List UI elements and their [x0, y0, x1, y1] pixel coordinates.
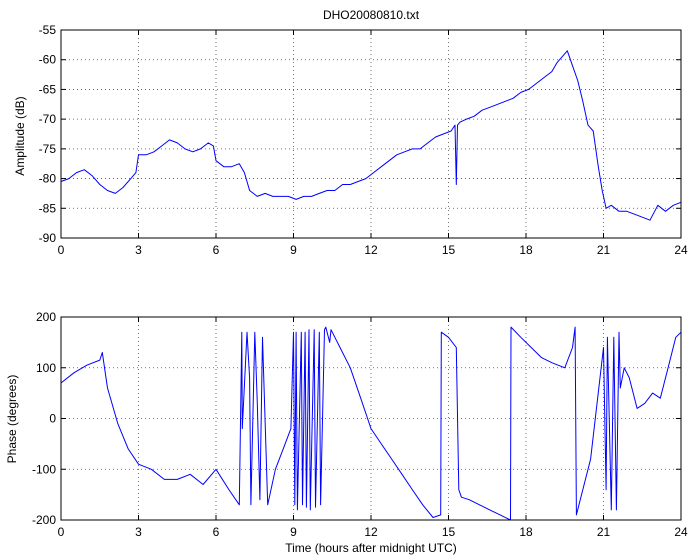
amplitude-axes-frame: [60, 29, 682, 239]
amplitude-x-tick-label: 24: [674, 243, 688, 257]
phase-x-tick-label: 18: [519, 525, 533, 539]
phase-y-tick-label: 100: [36, 361, 56, 375]
amplitude-series-line: [60, 50, 682, 221]
phase-x-tick-label: 6: [213, 525, 220, 539]
amplitude-x-tick-label: 3: [135, 243, 142, 257]
phase-grid: [61, 317, 681, 520]
phase-axes: 0 3 6 9 12 15 18 21 24 -200 -100 0 100 200 Phase (deg…: [5, 310, 688, 555]
chart-title: DHO20080810.txt: [323, 8, 420, 22]
amplitude-x-tick-label: 15: [442, 243, 456, 257]
amplitude-x-tick-label: 9: [290, 243, 297, 257]
phase-x-tick-label: 12: [364, 525, 378, 539]
phase-x-tick-label: 0: [58, 525, 65, 539]
phase-x-tick-label: 15: [442, 525, 456, 539]
amplitude-y-tick-label: -75: [39, 142, 57, 156]
amplitude-x-tick-label: 18: [519, 243, 533, 257]
amplitude-y-tick-label: -80: [39, 172, 57, 186]
phase-x-tick-label: 21: [597, 525, 611, 539]
phase-x-tick-label: 24: [674, 525, 688, 539]
amplitude-x-tick-label: 12: [364, 243, 378, 257]
phase-y-tick-label: 200: [36, 310, 56, 324]
phase-y-tick-label: 0: [49, 412, 56, 426]
amplitude-y-axis-label: Amplitude (dB): [13, 96, 27, 175]
phase-axes-frame: [60, 316, 682, 521]
amplitude-y-tick-label: -55: [39, 23, 57, 37]
amplitude-y-tick-label: -70: [39, 112, 57, 126]
phase-ticks: 0 3 6 9 12 15 18 21 24 -200 -100 0 100 200: [32, 310, 688, 539]
phase-x-tick-label: 9: [290, 525, 297, 539]
amplitude-axes: DHO20080810.txt 0 3 6 9 12 15 18 21 24 -90 -85 -80 -…: [13, 8, 688, 257]
amplitude-y-tick-label: -90: [39, 231, 57, 245]
amplitude-ticks: 0 3 6 9 12 15 18 21 24 -90 -85 -80 -75 -70 -65 -60 -55: [39, 23, 688, 257]
phase-x-axis-label: Time (hours after midnight UTC): [285, 541, 457, 555]
amplitude-x-tick-label: 6: [213, 243, 220, 257]
phase-y-tick-label: -200: [32, 513, 56, 527]
amplitude-y-tick-label: -85: [39, 201, 57, 215]
amplitude-x-tick-label: 0: [58, 243, 65, 257]
phase-y-tick-label: -100: [32, 462, 56, 476]
phase-x-tick-label: 3: [135, 525, 142, 539]
amplitude-grid: [61, 30, 681, 238]
phase-series-line: [60, 326, 682, 521]
amplitude-y-tick-label: -60: [39, 53, 57, 67]
phase-y-axis-label: Phase (degrees): [5, 375, 19, 464]
amplitude-y-tick-label: -65: [39, 82, 57, 96]
amplitude-x-tick-label: 21: [597, 243, 611, 257]
